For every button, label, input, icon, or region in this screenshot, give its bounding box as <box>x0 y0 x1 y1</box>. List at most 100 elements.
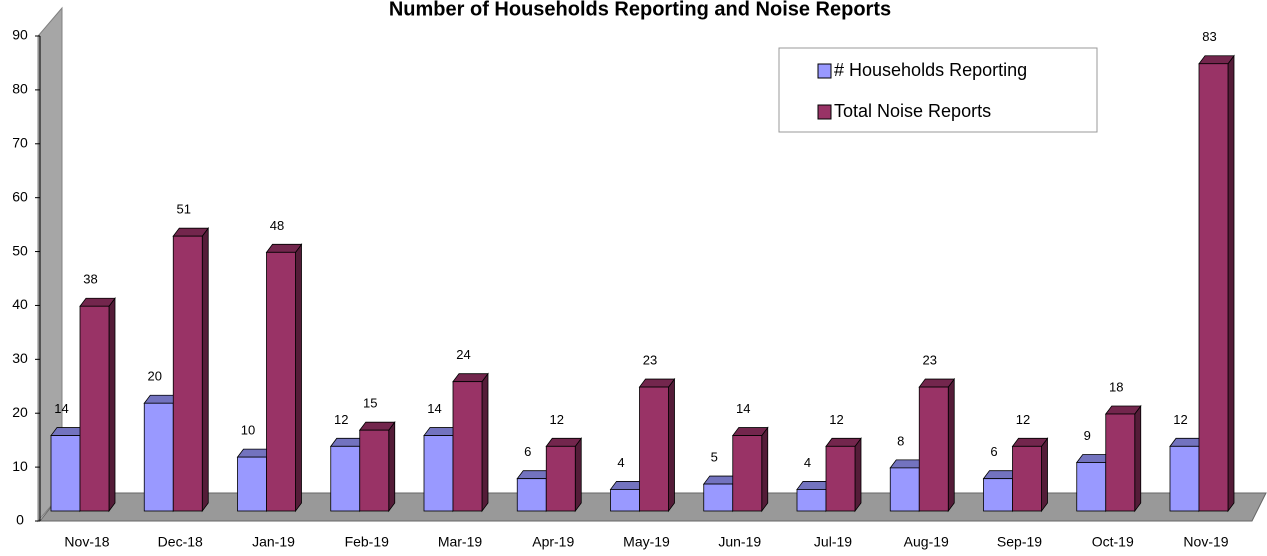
bar-top <box>1104 405 1142 415</box>
legend-swatch <box>817 104 832 120</box>
x-tick-label: Nov-19 <box>1183 534 1228 550</box>
bar-side <box>108 297 116 513</box>
data-label: 12 <box>334 412 348 427</box>
bar <box>423 435 454 512</box>
data-label: 14 <box>54 401 68 416</box>
data-label: 83 <box>1202 29 1216 44</box>
data-label: 8 <box>897 433 904 448</box>
y-tick-label: 90 <box>12 27 28 43</box>
x-tick-label: Oct-19 <box>1092 534 1134 550</box>
bar-top <box>1011 437 1049 447</box>
bar <box>825 445 856 512</box>
bar <box>703 483 734 512</box>
bar-side <box>668 377 675 513</box>
bar-side <box>201 226 209 513</box>
data-label: 14 <box>427 401 441 416</box>
bar <box>889 467 920 512</box>
bar <box>796 489 827 512</box>
bar <box>330 445 361 512</box>
bar-side <box>388 420 396 513</box>
bar-top <box>79 297 116 307</box>
data-label: 20 <box>148 369 162 384</box>
x-tick-label: Jun-19 <box>718 534 761 550</box>
data-label: 15 <box>363 396 377 411</box>
bar <box>1198 63 1229 512</box>
bar-top <box>265 243 303 253</box>
bar-top <box>452 373 489 383</box>
x-tick-label: Feb-19 <box>345 534 390 550</box>
bar <box>639 386 669 512</box>
y-tick-label: 10 <box>12 458 28 474</box>
bar <box>983 478 1013 512</box>
bar <box>237 456 267 512</box>
bar <box>266 251 296 512</box>
x-tick-label: Apr-19 <box>532 534 574 550</box>
bar <box>918 386 949 512</box>
data-label: 23 <box>923 352 937 367</box>
data-label: 9 <box>1084 428 1091 443</box>
chart-title: Number of Households Reporting and Noise… <box>389 0 891 20</box>
bar <box>732 435 763 512</box>
data-label: 14 <box>736 401 750 416</box>
bar-top <box>825 437 862 447</box>
bar <box>1169 445 1200 512</box>
data-label: 5 <box>711 449 718 464</box>
data-label: 51 <box>177 202 191 217</box>
data-label: 12 <box>829 412 843 427</box>
bar <box>1012 445 1042 512</box>
y-tick-label: 70 <box>12 134 28 150</box>
data-label: 12 <box>1173 412 1187 427</box>
bar <box>545 445 576 512</box>
data-label: 18 <box>1109 379 1123 394</box>
bar <box>1076 462 1107 512</box>
bar-side <box>947 377 955 513</box>
legend-label: Total Noise Reports <box>834 101 991 121</box>
data-label: 10 <box>241 423 255 438</box>
y-tick-label: 60 <box>12 188 28 204</box>
data-label: 6 <box>990 444 997 459</box>
legend <box>778 47 1098 133</box>
bar-side <box>1227 54 1235 513</box>
legend-label: # Households Reporting <box>834 60 1027 80</box>
y-tick-label: 40 <box>12 296 28 312</box>
data-label: 48 <box>270 218 284 233</box>
y-tick-label: 80 <box>12 81 28 97</box>
bar-top <box>358 421 396 431</box>
bar-side <box>1041 437 1048 513</box>
data-label: 24 <box>456 347 470 362</box>
data-label: 12 <box>550 412 564 427</box>
bar <box>50 435 81 512</box>
bar <box>172 235 203 512</box>
bar-top <box>1198 55 1235 65</box>
bar-side <box>295 243 302 513</box>
bar <box>79 305 110 512</box>
bar <box>143 402 174 512</box>
bar <box>1105 413 1136 512</box>
y-tick-label: 20 <box>12 404 28 420</box>
y-tick-label: 0 <box>16 512 24 528</box>
y-tick-label: 50 <box>12 242 28 258</box>
x-tick-label: Jan-19 <box>252 534 295 550</box>
bar <box>359 429 390 512</box>
x-tick-label: Aug-19 <box>904 534 949 550</box>
bar-side <box>761 426 769 513</box>
bar <box>452 381 483 512</box>
x-tick-label: Mar-19 <box>438 534 483 550</box>
legend-swatch <box>817 63 832 79</box>
bar-side <box>1134 404 1142 513</box>
data-label: 23 <box>643 352 657 367</box>
x-tick-label: Sep-19 <box>997 534 1042 550</box>
bar-top <box>638 378 676 388</box>
data-label: 12 <box>1016 412 1030 427</box>
bar-side <box>574 437 582 513</box>
bar <box>516 478 547 512</box>
bar-top <box>918 378 956 388</box>
data-label: 38 <box>83 272 97 287</box>
bar-top <box>731 427 769 436</box>
bar-top <box>172 227 210 237</box>
x-tick-label: May-19 <box>623 534 670 550</box>
x-tick-label: Nov-18 <box>64 534 109 550</box>
data-label: 4 <box>804 455 811 470</box>
data-label: 6 <box>524 444 531 459</box>
